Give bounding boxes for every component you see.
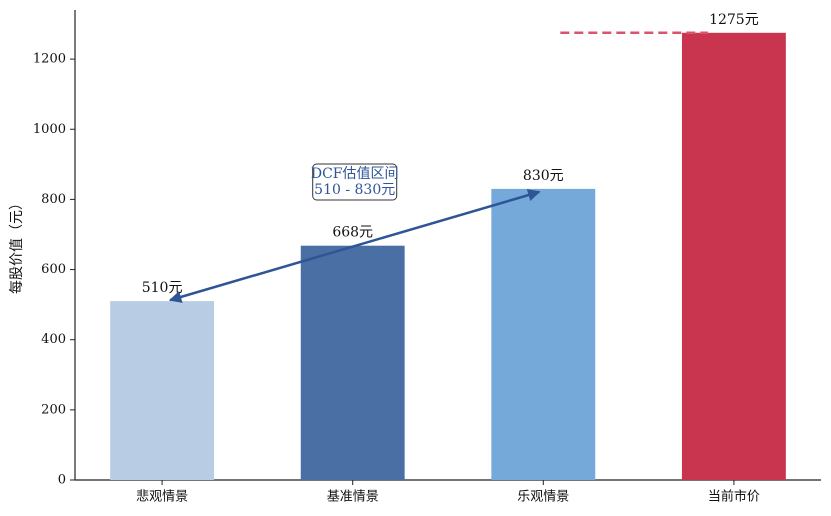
x-tick-label: 当前市价: [708, 489, 760, 505]
y-tick-label: 0: [58, 473, 66, 488]
y-tick-label: 800: [41, 192, 66, 207]
y-tick-label: 1000: [33, 122, 66, 137]
y-tick-label: 400: [41, 332, 66, 347]
range-arrow: [168, 189, 541, 303]
annotation-box: [312, 163, 398, 201]
x-tick-label: 悲观情景: [136, 489, 188, 505]
y-tick-label: 600: [41, 262, 66, 277]
value-label: 830元: [523, 168, 564, 184]
value-label: 1275元: [709, 12, 759, 28]
x-tick-label: 乐观情景: [517, 490, 569, 505]
y-tick-label: 1200: [33, 52, 66, 67]
value-label: 668元: [332, 225, 373, 241]
y-tick-label: 200: [41, 402, 66, 417]
annotation-text: DCF估值区间: [311, 166, 399, 182]
value-label: 510元: [142, 280, 183, 296]
bar: [681, 32, 786, 480]
annotation-text: 510 - 830元: [314, 182, 395, 198]
y-axis-label: 每股价值（元）: [9, 196, 25, 294]
bar: [110, 301, 215, 480]
x-tick-label: 基准情景: [327, 490, 379, 505]
bar: [300, 245, 405, 480]
bar: [491, 188, 596, 480]
